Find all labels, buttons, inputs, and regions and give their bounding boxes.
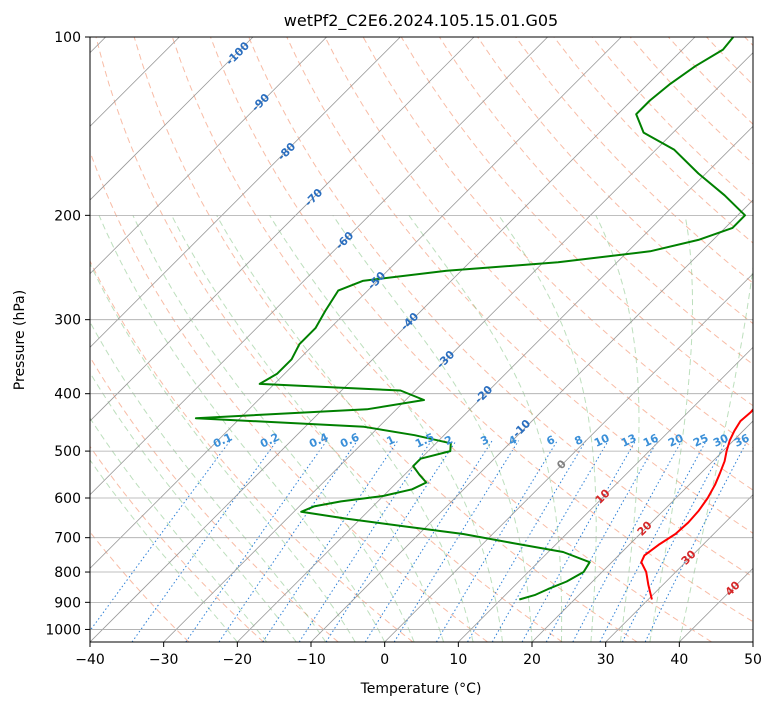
- isotherm-line: [310, 199, 753, 642]
- isotherm-line: [90, 37, 401, 348]
- dewpoint-profile-line: [194, 37, 746, 601]
- moist-adiabat-line: [132, 215, 415, 642]
- moist-adiabat-line: [216, 215, 474, 642]
- moist-adiabat-line: [90, 417, 268, 642]
- mixing-ratio-label: 30: [711, 431, 731, 449]
- dry-adiabat-line: [248, 37, 753, 578]
- dry-adiabat-line: [95, 37, 563, 642]
- moist-adiabat-line: [98, 215, 386, 642]
- y-axis: 100 200 300 400 500 600 700 800 900 1000: [45, 30, 90, 638]
- mixing-ratio-line: [491, 440, 609, 642]
- dry-adiabat-line: [90, 356, 339, 642]
- isotherm-line: [90, 37, 254, 201]
- mixing-ratio-line: [364, 440, 493, 642]
- dry-adiabat-line: [90, 259, 414, 642]
- x-tick-label: −40: [75, 652, 105, 668]
- y-tick-label: 800: [54, 565, 81, 581]
- dry-adiabat-line: [515, 37, 753, 284]
- y-tick-label: 600: [54, 491, 81, 507]
- mixing-ratio-line: [131, 440, 278, 642]
- isotherm-line: [458, 346, 753, 642]
- isotherm-line: [90, 37, 548, 496]
- moist-adiabat-line: [269, 215, 503, 642]
- isotherm-line: [163, 52, 753, 642]
- chart-title: wetPf2_C2E6.2024.105.15.01.G05: [284, 11, 558, 31]
- mixing-ratio-line: [435, 440, 558, 642]
- dry-adiabat-line: [90, 445, 264, 642]
- mixing-ratio-line: [325, 440, 457, 642]
- moist-adiabat-line: [90, 262, 356, 642]
- mixing-ratio-line: [467, 440, 587, 642]
- moist-adiabat-line: [171, 215, 445, 642]
- mixing-ratio-label: 16: [641, 431, 661, 449]
- plot-frame: [89, 36, 754, 643]
- x-axis: −40 −30 −20 −10 0 10 20 30 40 50: [75, 642, 762, 668]
- dry-adiabat-line: [133, 37, 638, 642]
- mixing-ratio-line: [521, 440, 637, 642]
- isotherm-line: [90, 37, 327, 275]
- mixing-ratio-line: [644, 440, 748, 642]
- y-tick-label: 1000: [45, 622, 81, 638]
- mixing-ratio-label: 20: [666, 431, 686, 449]
- dry-adiabat-line: [324, 37, 753, 491]
- temperature-profile-line: [640, 407, 753, 600]
- x-tick-label: −20: [223, 652, 253, 668]
- plot-background: [90, 37, 753, 642]
- isotherm-line: [90, 37, 475, 422]
- isotherm-line: [90, 37, 622, 569]
- mixing-ratio-label: 13: [619, 431, 638, 449]
- isotherm-line: [605, 494, 753, 642]
- mixing-ratio-line: [572, 440, 683, 642]
- mixing-ratio-line: [298, 440, 432, 642]
- background-lines: [90, 37, 753, 642]
- x-tick-label: −10: [296, 652, 326, 668]
- mixing-ratio-line: [262, 440, 399, 642]
- y-axis-title: Pressure (hPa): [12, 290, 28, 390]
- moist-adiabat-line: [595, 215, 640, 642]
- y-tick-label: 100: [54, 30, 81, 46]
- dry-adiabat-line: [286, 37, 753, 534]
- moist-adiabat-line: [332, 215, 533, 642]
- x-tick-label: 30: [597, 652, 615, 668]
- y-tick-label: 400: [54, 387, 81, 403]
- y-tick-label: 900: [54, 595, 81, 611]
- dry-adiabat-line: [171, 37, 712, 642]
- isotherm-line: [752, 641, 753, 642]
- x-tick-label: 50: [744, 652, 762, 668]
- isotherm-line: [90, 37, 696, 642]
- dry-adiabat-line: [210, 37, 753, 623]
- profile-series: [194, 37, 753, 601]
- mixing-ratio-label: 25: [691, 431, 710, 449]
- moist-adiabat-line: [90, 459, 238, 642]
- x-tick-label: 40: [670, 652, 688, 668]
- x-tick-label: 0: [380, 652, 389, 668]
- moist-adiabat-line: [649, 215, 693, 642]
- x-axis-title: Temperature (°C): [360, 681, 482, 697]
- isotherm-line: [384, 273, 753, 642]
- isotherm-line: [531, 420, 753, 642]
- mixing-ratio-line: [545, 440, 659, 642]
- moist-adiabat-line: [90, 321, 327, 642]
- x-tick-label: 20: [523, 652, 541, 668]
- moist-adiabat-line: [678, 263, 753, 642]
- x-tick-label: 10: [449, 652, 467, 668]
- mixing-ratio-line: [185, 440, 328, 642]
- y-tick-label: 700: [54, 531, 81, 547]
- mixing-ratio-label: 36: [732, 431, 752, 449]
- moist-adiabat-line: [90, 371, 297, 642]
- y-tick-label: 300: [54, 313, 81, 329]
- x-tick-label: −30: [149, 652, 179, 668]
- isotherm-line: [237, 125, 753, 642]
- y-tick-label: 500: [54, 444, 81, 460]
- mixing-ratio-line: [90, 440, 231, 632]
- moist-adiabat-line: [408, 215, 563, 642]
- mixing-ratio-label: 10: [592, 431, 612, 449]
- y-tick-label: 200: [54, 208, 81, 224]
